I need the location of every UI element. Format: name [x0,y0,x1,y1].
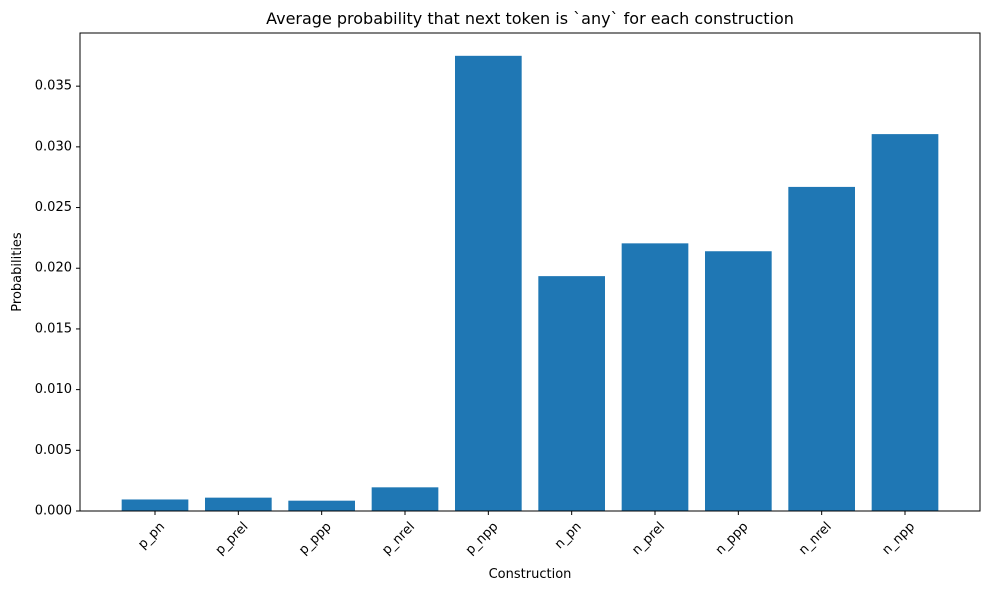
bars-group [121,55,939,512]
y-tick-label: 0.020 [35,261,72,276]
x-tick-label: p_ppp [296,519,335,558]
y-axis-ticks: 0.000 0.005 0.010 0.015 0.020 0.025 0.030 0.035 [35,79,80,519]
bar-n_ppp [705,251,772,512]
y-tick-label: 0.005 [35,443,72,458]
x-tick-label: n_npp [880,519,919,558]
y-tick-label: 0.010 [35,382,72,397]
y-tick-label: 0.030 [35,139,72,154]
y-axis-label: Probabilities [10,232,25,312]
x-tick-label: p_pn [135,519,168,552]
x-axis-ticks: p_pn p_prel p_ppp p_nrel p_npp n_pn n_prel n_pp… [135,511,918,558]
bar-p_npp [455,55,522,511]
bar-p_ppp [288,500,355,511]
x-tick-label: n_pn [552,519,585,552]
x-tick-label: p_nrel [379,519,418,558]
bar-n_prel [621,243,689,511]
bar-p_nrel [371,487,439,511]
x-tick-label: n_nrel [796,519,835,558]
y-tick-label: 0.015 [35,321,72,336]
x-tick-label: p_prel [213,519,252,558]
x-axis-label: Construction [489,567,572,582]
bar-p_pn [121,499,189,511]
bar-p_prel [205,497,272,511]
bar-n_npp [871,134,939,512]
bar-n_nrel [788,186,855,511]
chart-title: Average probability that next token is `… [266,9,794,28]
y-tick-label: 0.000 [35,504,72,519]
x-tick-label: n_prel [629,519,668,558]
y-tick-label: 0.035 [35,79,72,94]
plot-frame [79,32,981,512]
x-tick-label: p_npp [463,519,502,558]
bar-n_pn [538,276,605,511]
x-tick-label: n_ppp [713,519,752,558]
y-tick-label: 0.025 [35,200,72,215]
